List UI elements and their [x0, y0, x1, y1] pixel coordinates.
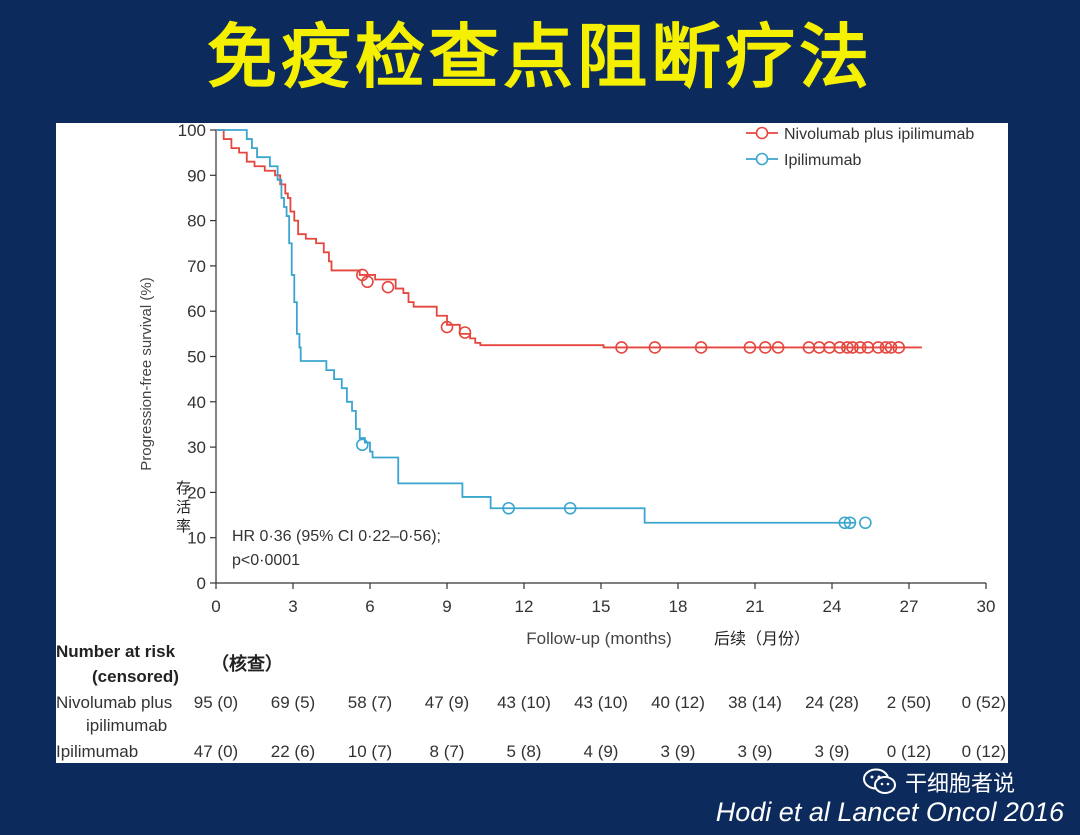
censor-mark-0 — [361, 275, 374, 289]
x-tick-label: 9 — [442, 597, 451, 616]
y-axis-label-cn-2: 活 — [176, 499, 191, 516]
legend: Nivolumab plus ipilimumab Ipilimumab — [746, 126, 974, 169]
watermark: 干细胞者说 — [863, 766, 1015, 798]
risk-table-header-2: (censored) — [92, 667, 179, 686]
censor-mark-0 — [892, 341, 906, 354]
censor-mark-1 — [355, 438, 369, 452]
censor-mark-1 — [843, 516, 857, 530]
risk-cell: 69 (5) — [271, 693, 315, 712]
y-tick-label: 70 — [187, 257, 206, 276]
risk-cell: 43 (10) — [574, 693, 628, 712]
y-tick-label: 10 — [187, 529, 206, 548]
censor-mark-0 — [833, 341, 847, 354]
x-tick-label: 15 — [592, 597, 611, 616]
risk-cell: 58 (7) — [348, 693, 392, 712]
x-tick-label: 21 — [746, 597, 765, 616]
risk-cell: 47 (9) — [425, 693, 469, 712]
censor-mark-0 — [615, 341, 628, 354]
censor-mark-0 — [440, 320, 454, 334]
citation: Hodi et al Lancet Oncol 2016 — [715, 797, 1064, 827]
series-layer — [216, 129, 922, 530]
risk-cell: 24 (28) — [805, 693, 859, 712]
x-axis-label-cn: 后续（月份） — [714, 630, 810, 648]
risk-cell: 38 (14) — [728, 693, 782, 712]
censor-mark-0 — [648, 341, 662, 354]
y-axis-label-cn-1: 存 — [176, 480, 191, 497]
risk-cell: 5 (8) — [507, 742, 542, 761]
risk-row-label: Nivolumab plus — [56, 693, 172, 712]
risk-row-label: Ipilimumab — [56, 742, 138, 761]
y-tick-label: 40 — [187, 393, 206, 412]
censor-mark-0 — [381, 280, 395, 294]
risk-table-header: Number at risk — [56, 642, 176, 661]
x-tick-label: 3 — [288, 597, 297, 616]
censor-mark-0 — [743, 341, 757, 354]
censor-mark-0 — [758, 341, 772, 354]
risk-cell: 10 (7) — [348, 742, 392, 761]
risk-cell: 22 (6) — [271, 742, 315, 761]
risk-cell: 0 (12) — [887, 742, 931, 761]
x-tick-label: 27 — [900, 597, 919, 616]
censor-mark-1 — [838, 516, 852, 530]
risk-cell: 3 (9) — [738, 742, 773, 761]
risk-cell: 40 (12) — [651, 693, 705, 712]
censor-mark-0 — [879, 341, 893, 354]
risk-table: Nivolumab plus ipilimumab 95 (0) 69 (5) 58 (… — [56, 693, 1006, 761]
censor-mark-1 — [563, 501, 577, 515]
y-tick-label: 0 — [197, 574, 206, 593]
p-value-annotation: p<0·0001 — [232, 552, 300, 569]
risk-cell: 2 (50) — [887, 693, 931, 712]
axes: 0 10 20 30 40 50 60 70 80 90 100 0 3 6 9 12 15 18 21 24 27 30 — [178, 123, 996, 616]
slide-title: 免疫检查点阻断疗法 — [207, 16, 873, 98]
x-tick-label: 0 — [211, 597, 220, 616]
censor-mark-0 — [853, 341, 867, 354]
x-tick-label: 12 — [515, 597, 534, 616]
risk-cell: 0 (52) — [962, 693, 1006, 712]
risk-cell: 0 (12) — [962, 742, 1006, 761]
watermark-text: 干细胞者说 — [905, 772, 1016, 797]
legend-marker-0 — [755, 126, 769, 140]
x-tick-label: 30 — [977, 597, 996, 616]
risk-cell: 8 (7) — [430, 742, 465, 761]
y-tick-label: 80 — [187, 212, 206, 231]
risk-table-header-cn: （核查） — [211, 653, 283, 674]
x-tick-label: 6 — [365, 597, 374, 616]
censor-mark-0 — [694, 341, 708, 354]
series-line-1 — [216, 129, 856, 524]
legend-label-0: Nivolumab plus ipilimumab — [784, 126, 974, 143]
y-tick-label: 50 — [187, 348, 206, 367]
y-tick-label: 60 — [187, 302, 206, 321]
x-tick-label: 24 — [823, 597, 842, 616]
risk-cell: 4 (9) — [584, 742, 619, 761]
censor-mark-0 — [458, 326, 472, 339]
risk-cell: 3 (9) — [661, 742, 696, 761]
legend-marker-1 — [755, 152, 769, 166]
censor-mark-1 — [859, 516, 872, 530]
risk-cell: 95 (0) — [194, 693, 238, 712]
y-tick-label: 20 — [187, 483, 206, 502]
series-line-0 — [216, 129, 922, 349]
hr-annotation: HR 0·36 (95% CI 0·22–0·56); — [232, 528, 441, 545]
censor-mark-0 — [871, 341, 885, 354]
y-axis-label-cn-3: 率 — [176, 518, 191, 535]
x-tick-label: 18 — [669, 597, 688, 616]
km-chart: 0 10 20 30 40 50 60 70 80 90 100 0 3 6 9 12 15 18 21 24 27 30… — [56, 123, 1006, 761]
legend-label-1: Ipilimumab — [784, 152, 861, 169]
risk-cell: 47 (0) — [194, 742, 238, 761]
wechat-icon — [863, 768, 896, 794]
censor-mark-0 — [841, 341, 854, 354]
censor-mark-0 — [884, 341, 898, 354]
risk-cell: 3 (9) — [815, 742, 850, 761]
chart-panel: 0 10 20 30 40 50 60 70 80 90 100 0 3 6 9 12 15 18 21 24 27 30… — [56, 123, 1008, 763]
censor-mark-0 — [771, 341, 785, 354]
y-tick-label: 100 — [178, 123, 206, 140]
x-axis-label: Follow-up (months) — [526, 629, 672, 648]
censor-mark-1 — [502, 501, 515, 515]
y-tick-label: 30 — [187, 438, 206, 457]
risk-cell: 43 (10) — [497, 693, 551, 712]
censor-mark-0 — [846, 341, 859, 354]
risk-row-label-2: ipilimumab — [86, 716, 167, 735]
y-axis-label: Progression-free survival (%) — [138, 277, 155, 470]
y-tick-label: 90 — [187, 166, 206, 185]
